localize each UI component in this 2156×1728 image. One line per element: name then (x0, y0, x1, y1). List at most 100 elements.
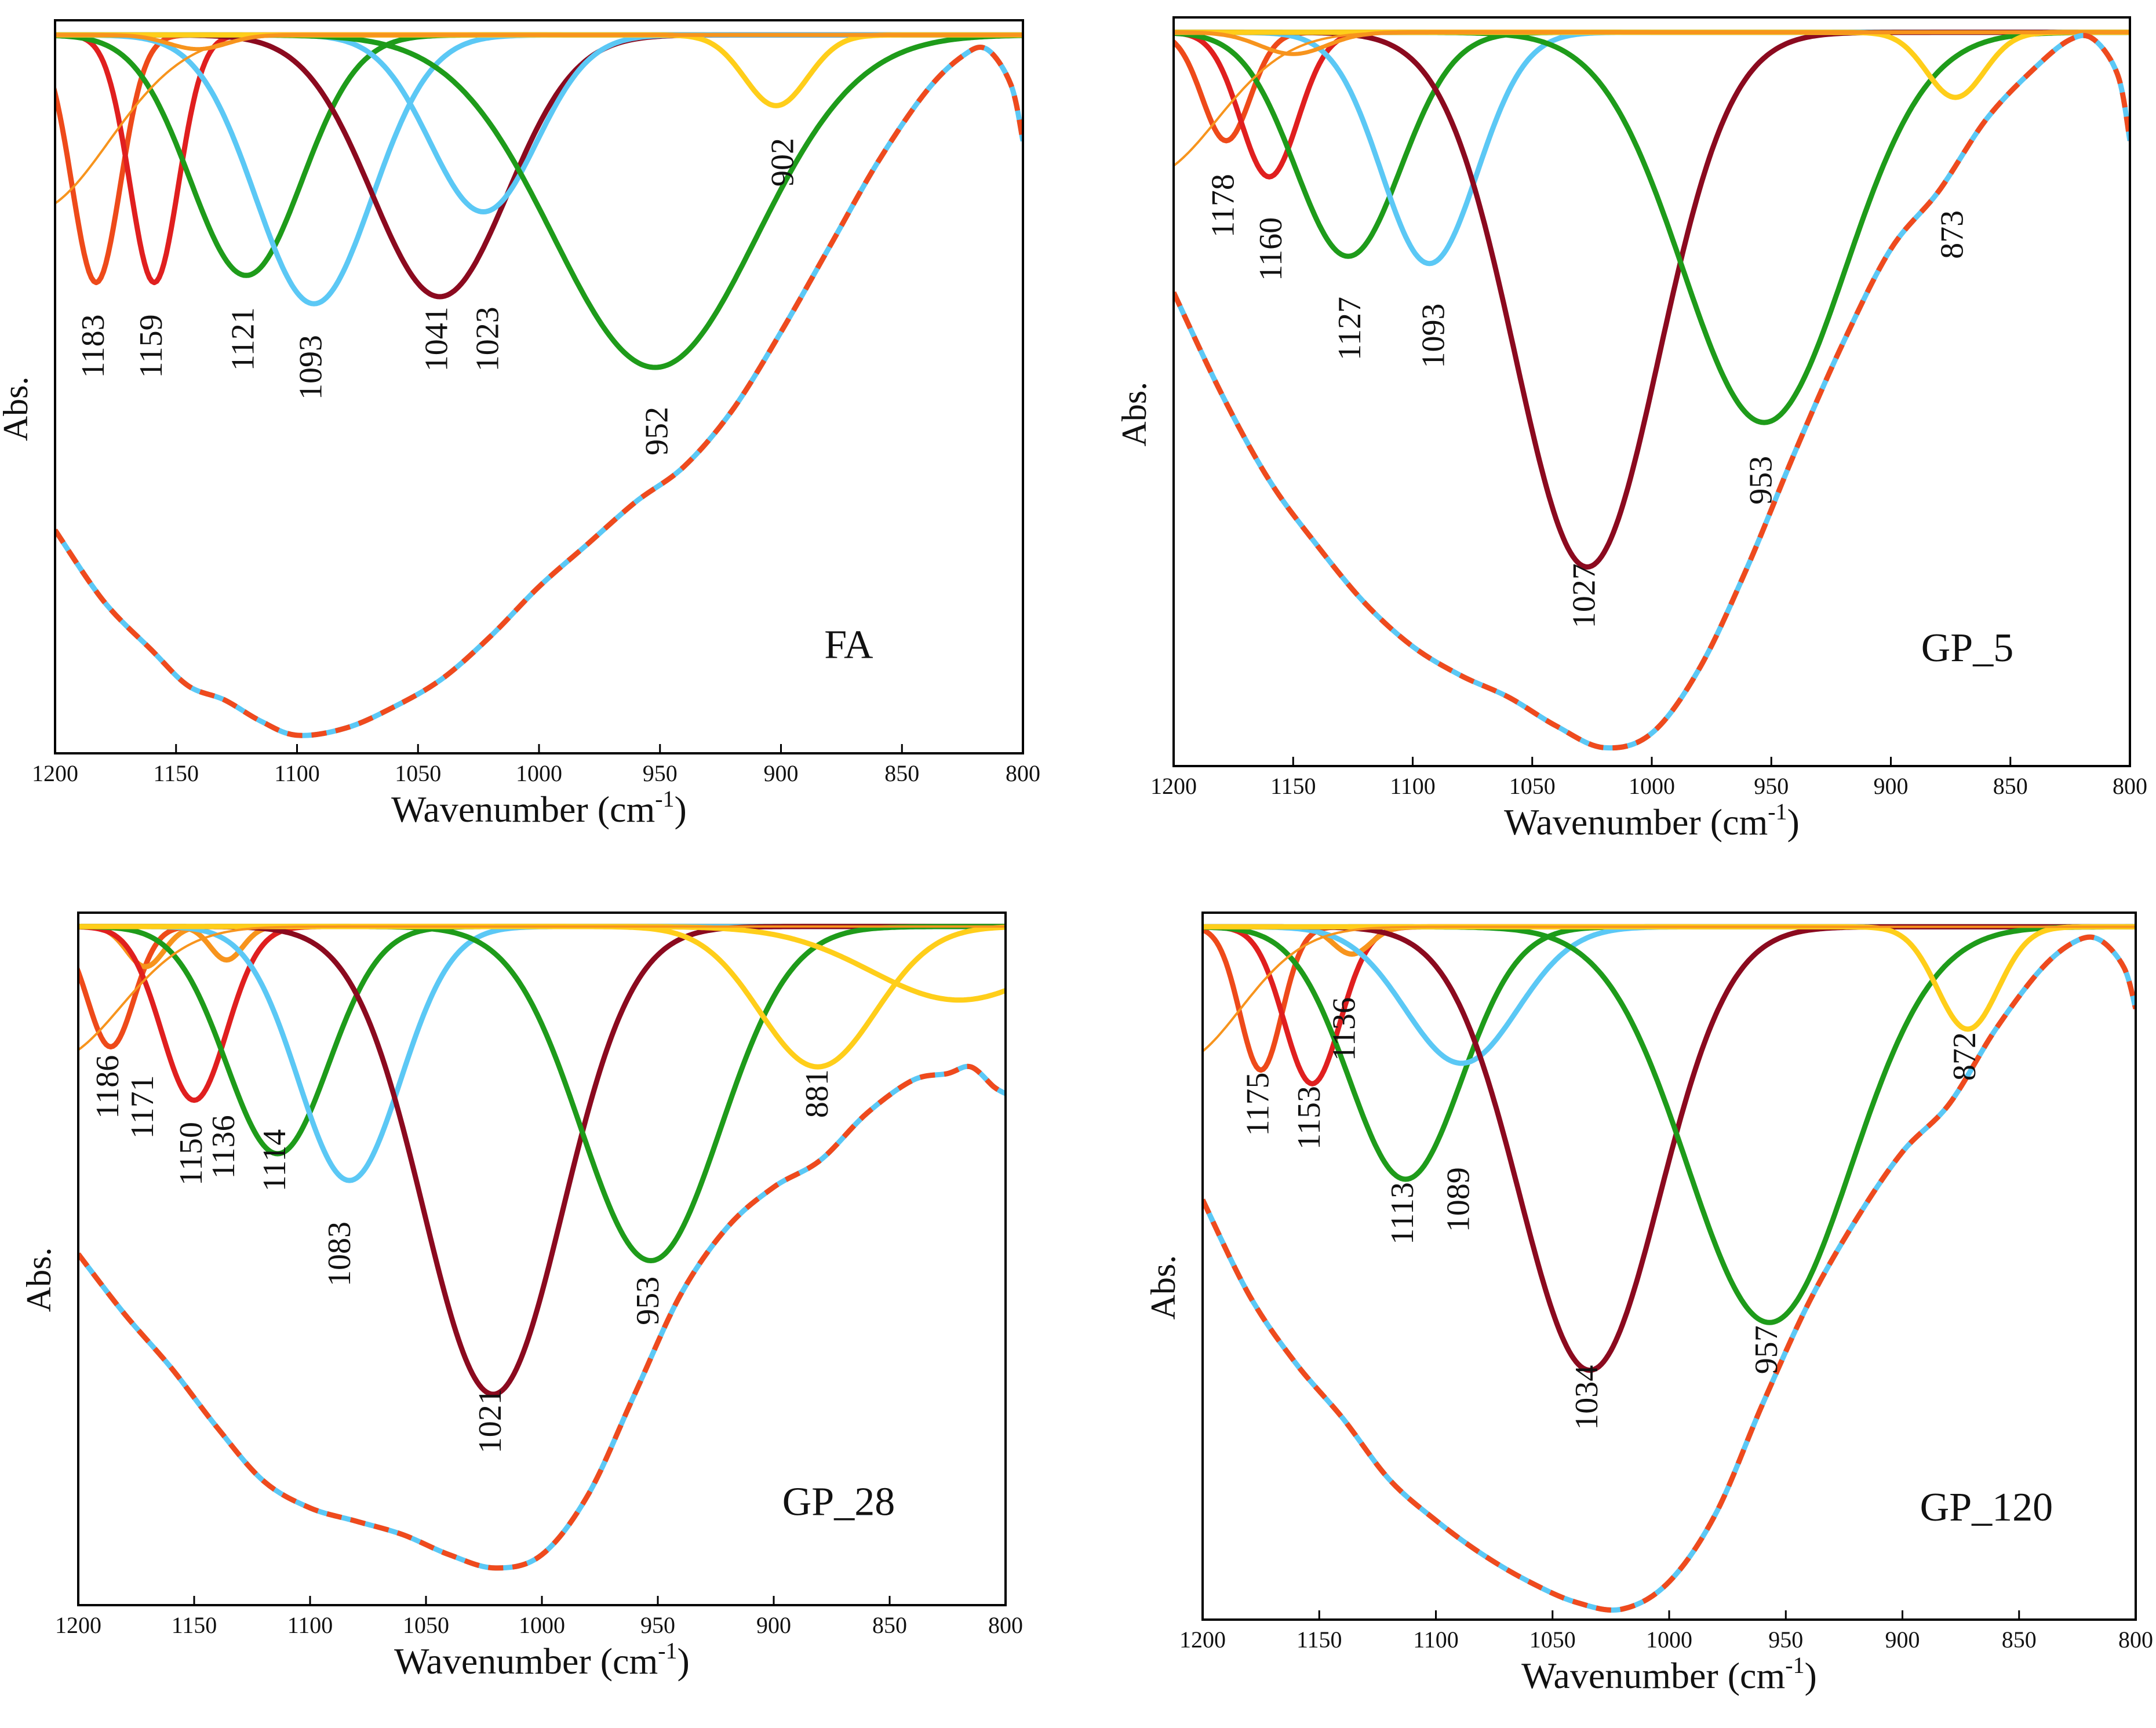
plot-area (78, 924, 1006, 1571)
x-axis-label-text: Wavenumber (cm (391, 789, 655, 830)
fitted-envelope-line (55, 44, 1023, 738)
peak-label-1127: 1127 (1332, 297, 1368, 360)
peak-label-1041: 1041 (419, 307, 455, 371)
peak-label-1083: 1083 (322, 1222, 358, 1286)
measured-spectrum-line (1203, 934, 2136, 1613)
x-tick-label: 800 (1006, 760, 1040, 786)
peak-label-1136: 1136 (206, 1115, 242, 1179)
x-tick-label: 850 (884, 760, 919, 786)
x-tick-label: 850 (2002, 1627, 2037, 1653)
x-tick-label: 1200 (1150, 773, 1197, 799)
peak-label-1114: 1114 (257, 1129, 293, 1192)
x-tick-label: 1000 (1646, 1627, 1692, 1653)
measured-spectrum-line (55, 44, 1023, 738)
peak-label-902: 902 (765, 138, 801, 187)
x-axis-label: Wavenumber (cm-1) (1521, 1652, 1817, 1696)
x-axis-label: Wavenumber (cm-1) (391, 786, 687, 830)
component-band-1212 (1203, 925, 2136, 1053)
peak-label-1034: 1034 (1569, 1365, 1605, 1430)
peak-label-1021: 1021 (472, 1388, 508, 1453)
x-tick-label: 800 (988, 1612, 1023, 1638)
peak-label-1150: 1150 (173, 1122, 209, 1186)
sample-label: GP_5 (1921, 626, 2013, 670)
x-tick-label: 1050 (395, 760, 441, 786)
plot-area (55, 32, 1023, 738)
peak-label-1178: 1178 (1206, 174, 1241, 238)
component-band-1150 (1174, 30, 2130, 56)
peak-label-1027: 1027 (1566, 563, 1602, 628)
peak-label-1175: 1175 (1240, 1073, 1276, 1136)
peak-label-872: 872 (1947, 1032, 1983, 1081)
peak-label-952: 952 (639, 407, 675, 455)
plot-area (1203, 924, 2136, 1613)
x-axis-label-superscript: -1 (655, 786, 674, 812)
peak-label-1171: 1171 (125, 1075, 161, 1139)
x-tick-label: 1000 (519, 1612, 565, 1638)
x-axis-label-close: ) (1787, 801, 1800, 843)
x-tick-label: 800 (2113, 773, 2147, 799)
x-tick-label: 1100 (274, 760, 320, 786)
x-tick-label: 1150 (172, 1612, 217, 1638)
x-tick-label: 1200 (32, 760, 78, 786)
x-axis-label-superscript: -1 (658, 1638, 677, 1664)
panel-gp-5: 1178 1160 1127 1093 1027 953 873 1200 1150 1100 10… (1115, 16, 2147, 843)
x-tick-label: 900 (1874, 773, 1909, 799)
peak-label-1093: 1093 (1416, 304, 1452, 369)
peak-label-1186: 1186 (90, 1055, 126, 1119)
x-axis-label: Wavenumber (cm-1) (394, 1638, 690, 1682)
x-tick-label: 1000 (516, 760, 562, 786)
peak-label-873: 873 (1935, 210, 1971, 259)
x-axis-label: Wavenumber (cm-1) (1504, 799, 1800, 843)
x-tick-label: 850 (1993, 773, 2028, 799)
peak-label-953: 953 (1743, 456, 1779, 505)
fitted-envelope-line (1174, 32, 2130, 751)
x-tick-label: 1100 (1413, 1627, 1459, 1653)
component-band-1034 (1203, 924, 2136, 1373)
x-tick-label: 950 (640, 1612, 675, 1638)
peak-label-1089: 1089 (1441, 1167, 1477, 1232)
component-band-953 (78, 924, 1006, 1263)
x-tick-label: 950 (1754, 773, 1789, 799)
x-tick-label: 900 (1885, 1627, 1920, 1653)
x-axis-label-text: Wavenumber (cm (1504, 801, 1768, 843)
y-axis-label: Abs. (0, 377, 35, 442)
x-tick-label: 1000 (1629, 773, 1675, 799)
x-tick-label: 950 (643, 760, 678, 786)
x-tick-label: 1150 (1270, 773, 1316, 799)
panel-fa: 1183 1159 1121 1093 1041 1023 952 902 1200 1150 11… (0, 19, 1040, 830)
component-band-1089 (1203, 924, 2136, 1066)
peak-label-953: 953 (630, 1277, 666, 1325)
x-tick-label: 1200 (1179, 1627, 1226, 1653)
peak-label-1136: 1136 (1326, 997, 1362, 1061)
peak-label-1093: 1093 (293, 335, 329, 400)
x-axis-label-text: Wavenumber (cm (1521, 1655, 1785, 1696)
x-tick-label: 1150 (154, 760, 199, 786)
x-tick-label: 1050 (1529, 1627, 1576, 1653)
plot-area (1174, 30, 2130, 751)
x-tick-label: 900 (756, 1612, 791, 1638)
y-axis-label: Abs. (20, 1248, 58, 1313)
component-band-1175 (1203, 924, 2136, 1073)
fitted-envelope-line (78, 1063, 1006, 1571)
x-tick-label: 900 (764, 760, 799, 786)
x-tick-label: 1150 (1296, 1627, 1342, 1653)
x-tick-label: 950 (1768, 1627, 1803, 1653)
sample-label: FA (824, 623, 873, 668)
x-tick-label: 1050 (403, 1612, 449, 1638)
panel-gp-120: 1175 1153 1136 1113 1089 1034 957 872 1200 1150 11… (1144, 912, 2153, 1696)
x-axis-label-close: ) (1805, 1655, 1817, 1696)
x-tick-label: 850 (872, 1612, 907, 1638)
peak-label-1160: 1160 (1253, 217, 1289, 281)
x-axis-label-superscript: -1 (1768, 799, 1787, 825)
x-axis-label-close: ) (675, 789, 687, 830)
x-tick-label: 1200 (55, 1612, 101, 1638)
component-band-1083 (78, 924, 1006, 1183)
component-band-1212 (1174, 31, 2130, 167)
component-band-1093 (55, 32, 1023, 307)
component-band-1210 (55, 34, 1023, 205)
peak-label-1023: 1023 (469, 307, 505, 371)
x-tick-label: 800 (2118, 1627, 2153, 1653)
component-band-1212 (78, 925, 1006, 1052)
